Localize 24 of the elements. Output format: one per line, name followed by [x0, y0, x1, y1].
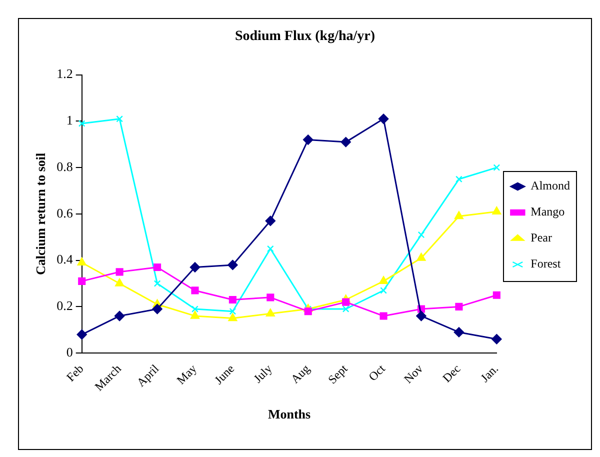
y-tick-label: 0.6 — [56, 205, 74, 220]
x-axis-title: Months — [268, 406, 311, 422]
legend-label: Forest — [530, 256, 562, 271]
y-axis-title: Calcium return to soil — [33, 152, 48, 276]
y-tick-label: 0 — [66, 344, 73, 360]
x-tick-label: Feb — [64, 362, 86, 384]
y-tick-label: 0.2 — [56, 298, 73, 314]
x-tick-label: Nov — [401, 362, 426, 386]
x-tick-label: Dec — [440, 362, 464, 386]
x-tick-label: Aug — [288, 362, 312, 386]
x-tick-label: Oct — [366, 361, 388, 384]
chart-title: Sodium Flux (kg/ha/yr) — [234, 29, 376, 44]
y-tick-label: 1.2 — [56, 66, 73, 82]
y-tick-label: 0.4 — [56, 252, 74, 267]
legend-label: Mango — [530, 204, 565, 219]
x-tick-label: May — [174, 362, 200, 388]
y-tick-label: 0.8 — [56, 158, 73, 174]
x-tick-label: Jan. — [478, 362, 502, 385]
legend-label: Almond — [530, 178, 570, 193]
x-tick-label: Sept — [325, 361, 351, 387]
legend-label: Pear — [530, 230, 552, 245]
x-tick-label: July — [250, 362, 275, 386]
x-tick-label: June — [212, 362, 238, 388]
y-tick-label: 1 — [66, 112, 73, 128]
